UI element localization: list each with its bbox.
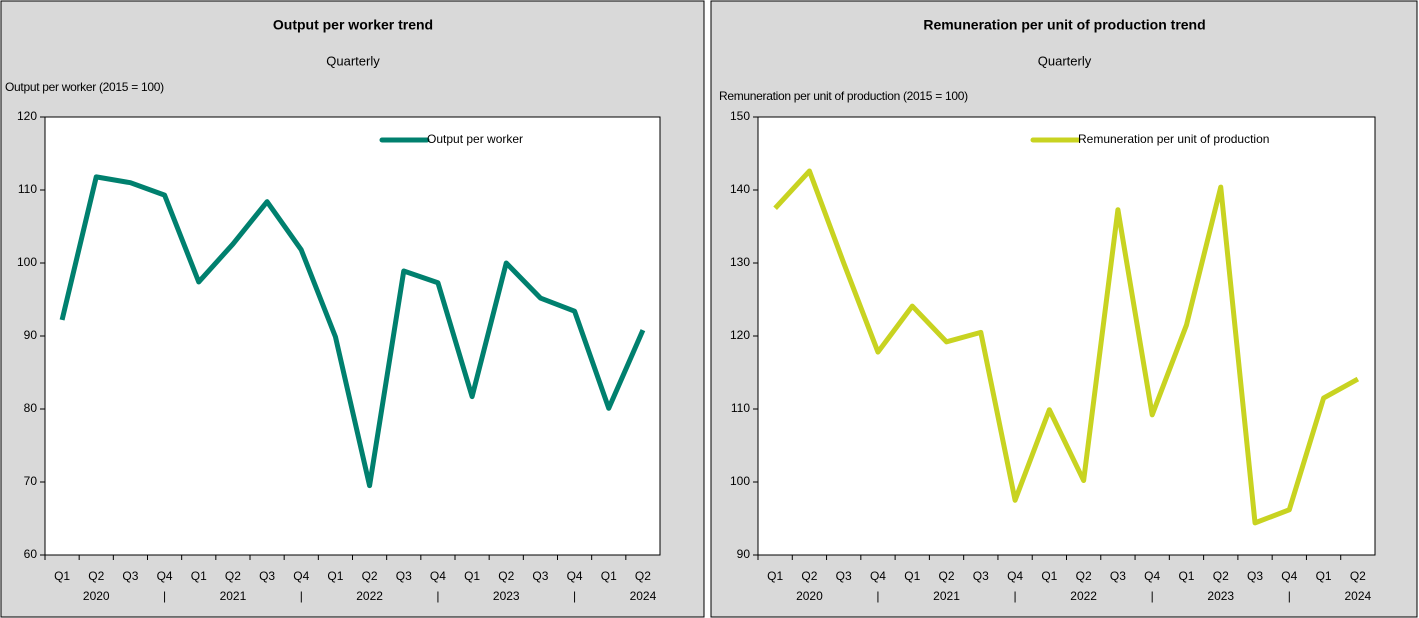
x-group-label: | [436, 589, 439, 603]
x-tick-label: Q3 [122, 569, 138, 583]
x-group-label: 2021 [220, 589, 247, 603]
y-tick-label: 150 [730, 109, 750, 123]
x-group-label: 2022 [356, 589, 383, 603]
x-tick-label: Q3 [973, 569, 989, 583]
x-tick-label: Q2 [498, 569, 514, 583]
y-tick-label: 140 [730, 182, 750, 196]
x-tick-label: Q4 [293, 569, 309, 583]
x-tick-label: Q1 [464, 569, 480, 583]
x-group-label: | [163, 589, 166, 603]
series-line [773, 168, 1360, 526]
x-group-label: | [1288, 589, 1291, 603]
x-tick-label: Q1 [191, 569, 207, 583]
chart-title: Output per worker trend [273, 17, 433, 33]
x-tick-label: Q1 [1041, 569, 1057, 583]
y-tick-label: 130 [730, 255, 750, 269]
legend-label: Output per worker [427, 132, 523, 146]
y-tick-label: 100 [730, 474, 750, 488]
chart-title: Remuneration per unit of production tren… [923, 17, 1205, 33]
x-tick-label: Q1 [601, 569, 617, 583]
plot-area [757, 116, 1376, 556]
x-group-label: 2023 [493, 589, 520, 603]
x-tick-label: Q2 [362, 569, 378, 583]
x-tick-label: Q2 [225, 569, 241, 583]
y-tick-label: 100 [17, 255, 37, 269]
y-tick-label: 60 [24, 547, 38, 561]
x-group-label: | [876, 589, 879, 603]
x-tick-label: Q2 [1213, 569, 1229, 583]
x-group-label: | [300, 589, 303, 603]
x-tick-label: Q3 [836, 569, 852, 583]
x-group-label: | [573, 589, 576, 603]
x-group-label: | [1014, 589, 1017, 603]
x-group-label: 2022 [1070, 589, 1097, 603]
x-tick-label: Q2 [1076, 569, 1092, 583]
x-group-label: 2020 [796, 589, 823, 603]
x-tick-label: Q2 [635, 569, 651, 583]
x-tick-label: Q2 [801, 569, 817, 583]
x-tick-label: Q1 [54, 569, 70, 583]
chart-subtitle: Quarterly [1038, 53, 1092, 68]
y-axis-label: Remuneration per unit of production (201… [719, 89, 968, 103]
series-line [59, 174, 646, 489]
y-axis-label: Output per worker (2015 = 100) [5, 80, 164, 94]
x-tick-label: Q2 [1350, 569, 1366, 583]
x-group-label: | [1151, 589, 1154, 603]
x-tick-label: Q4 [430, 569, 446, 583]
x-tick-label: Q4 [870, 569, 886, 583]
x-tick-label: Q4 [1281, 569, 1297, 583]
x-tick-label: Q1 [767, 569, 783, 583]
x-tick-label: Q1 [904, 569, 920, 583]
x-tick-label: Q2 [939, 569, 955, 583]
x-tick-label: Q3 [532, 569, 548, 583]
y-tick-label: 80 [24, 401, 38, 415]
x-tick-label: Q1 [1178, 569, 1194, 583]
x-group-label: 2020 [83, 589, 110, 603]
x-tick-label: Q3 [259, 569, 275, 583]
x-tick-label: Q2 [88, 569, 104, 583]
x-tick-label: Q3 [1247, 569, 1263, 583]
x-tick-label: Q3 [1110, 569, 1126, 583]
x-tick-label: Q4 [567, 569, 583, 583]
x-tick-label: Q1 [1316, 569, 1332, 583]
x-group-label: 2024 [1345, 589, 1372, 603]
x-tick-label: Q1 [327, 569, 343, 583]
x-tick-label: Q4 [1007, 569, 1023, 583]
y-tick-label: 110 [731, 401, 750, 415]
y-tick-label: 70 [24, 474, 38, 488]
x-tick-label: Q4 [1144, 569, 1160, 583]
chart-subtitle: Quarterly [326, 53, 380, 68]
y-tick-label: 120 [730, 328, 750, 342]
x-tick-label: Q4 [157, 569, 173, 583]
x-group-label: 2024 [630, 589, 657, 603]
x-group-label: 2023 [1207, 589, 1234, 603]
y-tick-label: 120 [17, 109, 37, 123]
x-group-label: 2021 [933, 589, 960, 603]
legend-label: Remuneration per unit of production [1078, 132, 1269, 146]
y-tick-label: 90 [737, 547, 751, 561]
y-tick-label: 90 [24, 328, 38, 342]
x-tick-label: Q3 [396, 569, 412, 583]
y-tick-label: 110 [18, 182, 37, 196]
